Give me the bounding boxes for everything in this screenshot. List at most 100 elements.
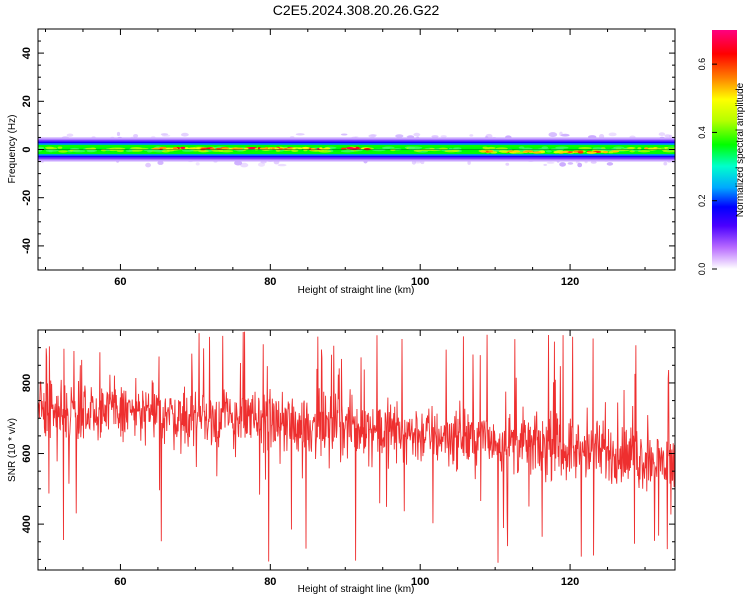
peak-mark bbox=[626, 147, 636, 150]
y-tick-label: 400 bbox=[21, 515, 33, 533]
snr-frame bbox=[37, 329, 676, 571]
noise-blob bbox=[181, 132, 189, 137]
spectrogram-y-axis-label: Frequency (Hz) bbox=[7, 115, 18, 184]
peak-mark bbox=[661, 147, 665, 150]
core-speckle bbox=[125, 149, 133, 152]
colorbar-ticks: 0.0 0.2 0.4 0.6 bbox=[697, 58, 717, 275]
peak-mark bbox=[187, 147, 197, 150]
peak-mark bbox=[345, 147, 354, 150]
noise-blob bbox=[160, 133, 169, 136]
noise-blob bbox=[560, 133, 570, 137]
peak-mark bbox=[524, 150, 534, 153]
noise-blob bbox=[669, 134, 673, 138]
y-tick-label: 800 bbox=[21, 374, 33, 392]
peak-mark bbox=[301, 146, 310, 150]
x-tick-label: 60 bbox=[114, 276, 126, 288]
colorbar-tick-label: 0.6 bbox=[697, 58, 707, 71]
snr-panel: 60 80 100 120 800 600 400 Height of straight l… bbox=[7, 329, 676, 595]
peak-mark bbox=[577, 151, 584, 154]
peak-mark bbox=[587, 151, 597, 154]
noise-blob bbox=[546, 161, 555, 164]
core-speckle bbox=[413, 149, 422, 152]
core-speckle bbox=[38, 146, 45, 150]
core-speckle bbox=[147, 150, 153, 153]
peak-mark bbox=[573, 150, 579, 153]
noise-blob bbox=[608, 132, 617, 137]
core-speckle bbox=[340, 150, 355, 153]
core-speckle bbox=[87, 149, 98, 152]
noise-blob bbox=[548, 132, 558, 138]
core-speckle bbox=[409, 146, 423, 149]
noise-blob bbox=[590, 161, 597, 164]
core-speckle bbox=[486, 146, 496, 150]
noise-blob bbox=[295, 133, 305, 136]
spectrogram-ticks: 60 80 100 120 40 20 0 -20 -40 bbox=[21, 28, 675, 288]
x-tick-label: 100 bbox=[411, 576, 429, 588]
noise-blob bbox=[116, 131, 121, 137]
peak-mark bbox=[221, 147, 230, 150]
noise-blob bbox=[161, 134, 171, 137]
noise-blob bbox=[543, 163, 547, 166]
peak-mark bbox=[247, 147, 258, 150]
core-speckle bbox=[613, 146, 625, 149]
peak-mark bbox=[488, 150, 494, 153]
peak-mark bbox=[271, 147, 275, 150]
noise-blob bbox=[440, 135, 447, 138]
noise-blob bbox=[413, 132, 421, 137]
peak-mark bbox=[644, 147, 649, 150]
noise-blob bbox=[658, 132, 666, 137]
noise-blob bbox=[258, 162, 265, 167]
y-tick-label: -20 bbox=[21, 190, 33, 206]
y-tick-label: 40 bbox=[21, 47, 33, 59]
noise-blob bbox=[567, 162, 574, 165]
noise-blob bbox=[234, 160, 243, 166]
colorbar-tick-label: 0.2 bbox=[697, 194, 707, 207]
noise-blob bbox=[277, 163, 287, 167]
peak-mark bbox=[319, 147, 323, 150]
snr-x-axis-label: Height of straight line (km) bbox=[298, 584, 415, 595]
x-tick-label: 120 bbox=[561, 576, 579, 588]
peak-mark bbox=[172, 146, 178, 150]
x-tick-label: 100 bbox=[411, 276, 429, 288]
x-tick-label: 80 bbox=[264, 576, 276, 588]
peak-mark bbox=[561, 150, 569, 153]
noise-blob bbox=[606, 162, 614, 166]
noise-blob bbox=[340, 133, 348, 136]
peak-mark bbox=[355, 147, 360, 150]
peak-mark bbox=[298, 147, 303, 150]
core-speckle bbox=[444, 150, 458, 153]
peak-mark bbox=[159, 146, 167, 149]
core-speckle bbox=[45, 149, 52, 152]
noise-blob bbox=[133, 134, 139, 138]
core-speckle bbox=[318, 150, 332, 153]
core-speckle bbox=[578, 147, 592, 150]
noise-blob bbox=[663, 161, 668, 166]
snr-series-line bbox=[38, 331, 675, 563]
core-speckle bbox=[545, 150, 552, 153]
core-speckle bbox=[637, 150, 651, 153]
noise-blob bbox=[370, 134, 377, 137]
peak-mark bbox=[180, 146, 186, 149]
core-speckle bbox=[383, 146, 395, 149]
peak-mark bbox=[637, 147, 642, 150]
core-speckle bbox=[182, 149, 194, 152]
spectrogram-heatmap bbox=[38, 131, 675, 168]
peak-mark bbox=[479, 150, 487, 153]
peak-mark bbox=[512, 150, 521, 153]
snr-ticks: 60 80 100 120 800 600 400 bbox=[21, 330, 675, 588]
noise-blob bbox=[577, 162, 583, 168]
noise-blob bbox=[467, 160, 471, 165]
x-tick-label: 120 bbox=[561, 276, 579, 288]
noise-blob bbox=[559, 162, 566, 167]
colorbar-label: Normalized spectral amplitude bbox=[735, 82, 746, 217]
noise-blob bbox=[431, 135, 439, 138]
noise-blob bbox=[469, 134, 474, 137]
noise-blob bbox=[406, 135, 414, 138]
noise-blob bbox=[559, 131, 563, 137]
core-speckle bbox=[218, 149, 224, 152]
noise-blob bbox=[368, 134, 377, 138]
y-tick-label: 0 bbox=[21, 146, 33, 152]
noise-blob bbox=[240, 162, 249, 168]
colorbar: 0.0 0.2 0.4 0.6 Normalized spectral amplitu… bbox=[697, 30, 746, 275]
